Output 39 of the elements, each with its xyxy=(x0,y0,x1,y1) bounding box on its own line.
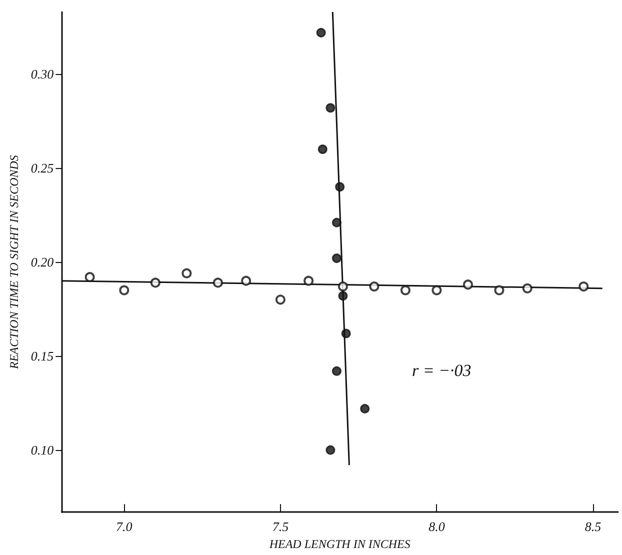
point xyxy=(119,285,130,296)
y-tick-label: 0.20 xyxy=(30,254,54,270)
y-tick-label: 0.10 xyxy=(30,442,54,458)
point xyxy=(326,103,336,113)
point xyxy=(212,278,223,288)
annotation: r = −·03 xyxy=(412,361,472,380)
point xyxy=(522,283,532,294)
point xyxy=(150,278,160,288)
point xyxy=(578,281,589,292)
x-tick-label: 8.0 xyxy=(428,519,446,534)
point xyxy=(494,285,504,296)
point xyxy=(316,28,326,38)
x-tick-label: 7.5 xyxy=(272,519,290,534)
point xyxy=(360,404,370,414)
point xyxy=(275,294,286,305)
point xyxy=(304,276,314,286)
y-tick-label: 0.30 xyxy=(30,66,54,82)
point xyxy=(332,218,342,228)
point xyxy=(338,291,348,301)
point xyxy=(318,144,328,154)
point xyxy=(341,328,351,338)
point xyxy=(338,281,348,292)
point xyxy=(332,366,342,376)
x-tick-label: 7.0 xyxy=(116,519,133,534)
x-tick-label: 8.5 xyxy=(584,519,602,534)
point xyxy=(369,281,380,292)
point xyxy=(462,280,473,290)
point xyxy=(326,445,336,455)
x-axis-title: HEAD LENGTH IN INCHES xyxy=(268,537,410,551)
y-axis-title: REACTION TIME TO SIGHT IN SECONDS xyxy=(7,155,21,370)
point xyxy=(332,254,342,264)
point xyxy=(84,272,95,282)
point xyxy=(400,285,410,296)
y-tick-label: 0.25 xyxy=(30,160,54,176)
point xyxy=(241,276,252,286)
point xyxy=(335,182,345,192)
y-tick-label: 0.15 xyxy=(30,348,54,364)
point xyxy=(182,268,192,278)
point xyxy=(432,285,442,296)
